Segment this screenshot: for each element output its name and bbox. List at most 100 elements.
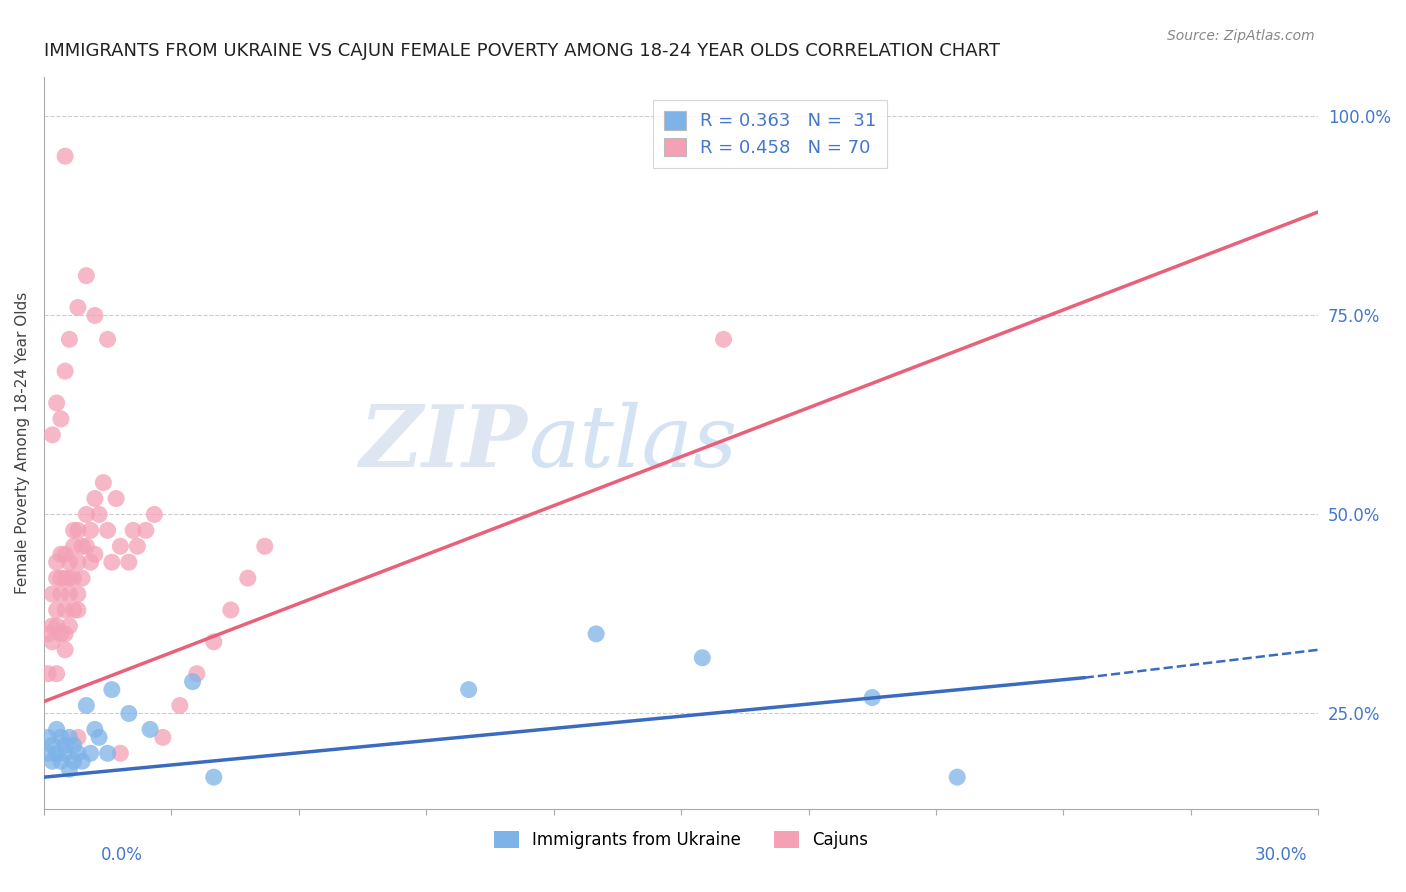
Point <box>118 555 141 569</box>
Point <box>87 508 110 522</box>
Point <box>53 547 76 561</box>
Point <box>53 642 76 657</box>
Point <box>152 731 174 745</box>
Point <box>49 731 72 745</box>
Point <box>70 571 93 585</box>
Point <box>75 268 97 283</box>
Point <box>97 332 120 346</box>
Point <box>49 547 72 561</box>
Point <box>37 627 59 641</box>
Point <box>49 587 72 601</box>
Point <box>53 746 76 760</box>
Point <box>79 524 101 538</box>
Point <box>202 770 225 784</box>
Point <box>181 674 204 689</box>
Point <box>83 491 105 506</box>
Point <box>53 603 76 617</box>
Point <box>219 603 242 617</box>
Point <box>49 571 72 585</box>
Point <box>135 524 157 538</box>
Point <box>93 475 115 490</box>
Point <box>58 587 80 601</box>
Point <box>62 539 84 553</box>
Point <box>110 746 132 760</box>
Point <box>253 539 276 553</box>
Point <box>41 635 63 649</box>
Point <box>45 603 67 617</box>
Point <box>58 731 80 745</box>
Point <box>236 571 259 585</box>
Point <box>45 571 67 585</box>
Point <box>49 412 72 426</box>
Text: ZIP: ZIP <box>360 401 529 484</box>
Point <box>122 524 145 538</box>
Point <box>58 619 80 633</box>
Point <box>75 539 97 553</box>
Point <box>186 666 208 681</box>
Point <box>66 524 89 538</box>
Point <box>860 690 883 705</box>
Point <box>58 571 80 585</box>
Point <box>75 698 97 713</box>
Point <box>53 149 76 163</box>
Point <box>58 332 80 346</box>
Point <box>58 555 80 569</box>
Point <box>79 746 101 760</box>
Point <box>41 427 63 442</box>
Point <box>713 332 735 346</box>
Point <box>83 547 105 561</box>
Point <box>585 627 607 641</box>
Point <box>37 666 59 681</box>
Point <box>66 731 89 745</box>
Point <box>97 524 120 538</box>
Point <box>457 682 479 697</box>
Point <box>169 698 191 713</box>
Point <box>53 364 76 378</box>
Point <box>139 723 162 737</box>
Point <box>79 555 101 569</box>
Point <box>202 635 225 649</box>
Point <box>45 723 67 737</box>
Point <box>127 539 149 553</box>
Point <box>53 571 76 585</box>
Point <box>946 770 969 784</box>
Point <box>62 603 84 617</box>
Point <box>105 491 128 506</box>
Point <box>45 555 67 569</box>
Text: IMMIGRANTS FROM UKRAINE VS CAJUN FEMALE POVERTY AMONG 18-24 YEAR OLDS CORRELATIO: IMMIGRANTS FROM UKRAINE VS CAJUN FEMALE … <box>44 42 1000 60</box>
Point <box>75 508 97 522</box>
Point <box>692 650 714 665</box>
Point <box>83 723 105 737</box>
Text: 30.0%: 30.0% <box>1256 846 1308 863</box>
Point <box>101 555 124 569</box>
Point <box>66 301 89 315</box>
Point <box>70 754 93 768</box>
Point <box>45 746 67 760</box>
Point <box>62 524 84 538</box>
Point <box>83 309 105 323</box>
Point <box>101 682 124 697</box>
Point <box>49 754 72 768</box>
Point <box>62 571 84 585</box>
Text: atlas: atlas <box>529 401 737 484</box>
Point <box>41 739 63 753</box>
Point <box>45 666 67 681</box>
Point <box>70 539 93 553</box>
Point <box>41 587 63 601</box>
Point <box>66 555 89 569</box>
Point <box>53 627 76 641</box>
Text: Source: ZipAtlas.com: Source: ZipAtlas.com <box>1167 29 1315 43</box>
Point <box>37 731 59 745</box>
Legend: R = 0.363   N =  31, R = 0.458   N = 70: R = 0.363 N = 31, R = 0.458 N = 70 <box>654 100 887 168</box>
Point <box>66 587 89 601</box>
Point <box>45 619 67 633</box>
Point <box>143 508 166 522</box>
Point <box>37 746 59 760</box>
Point <box>66 746 89 760</box>
Point <box>41 619 63 633</box>
Point <box>45 396 67 410</box>
Point <box>118 706 141 721</box>
Point <box>62 754 84 768</box>
Point <box>87 731 110 745</box>
Point <box>62 739 84 753</box>
